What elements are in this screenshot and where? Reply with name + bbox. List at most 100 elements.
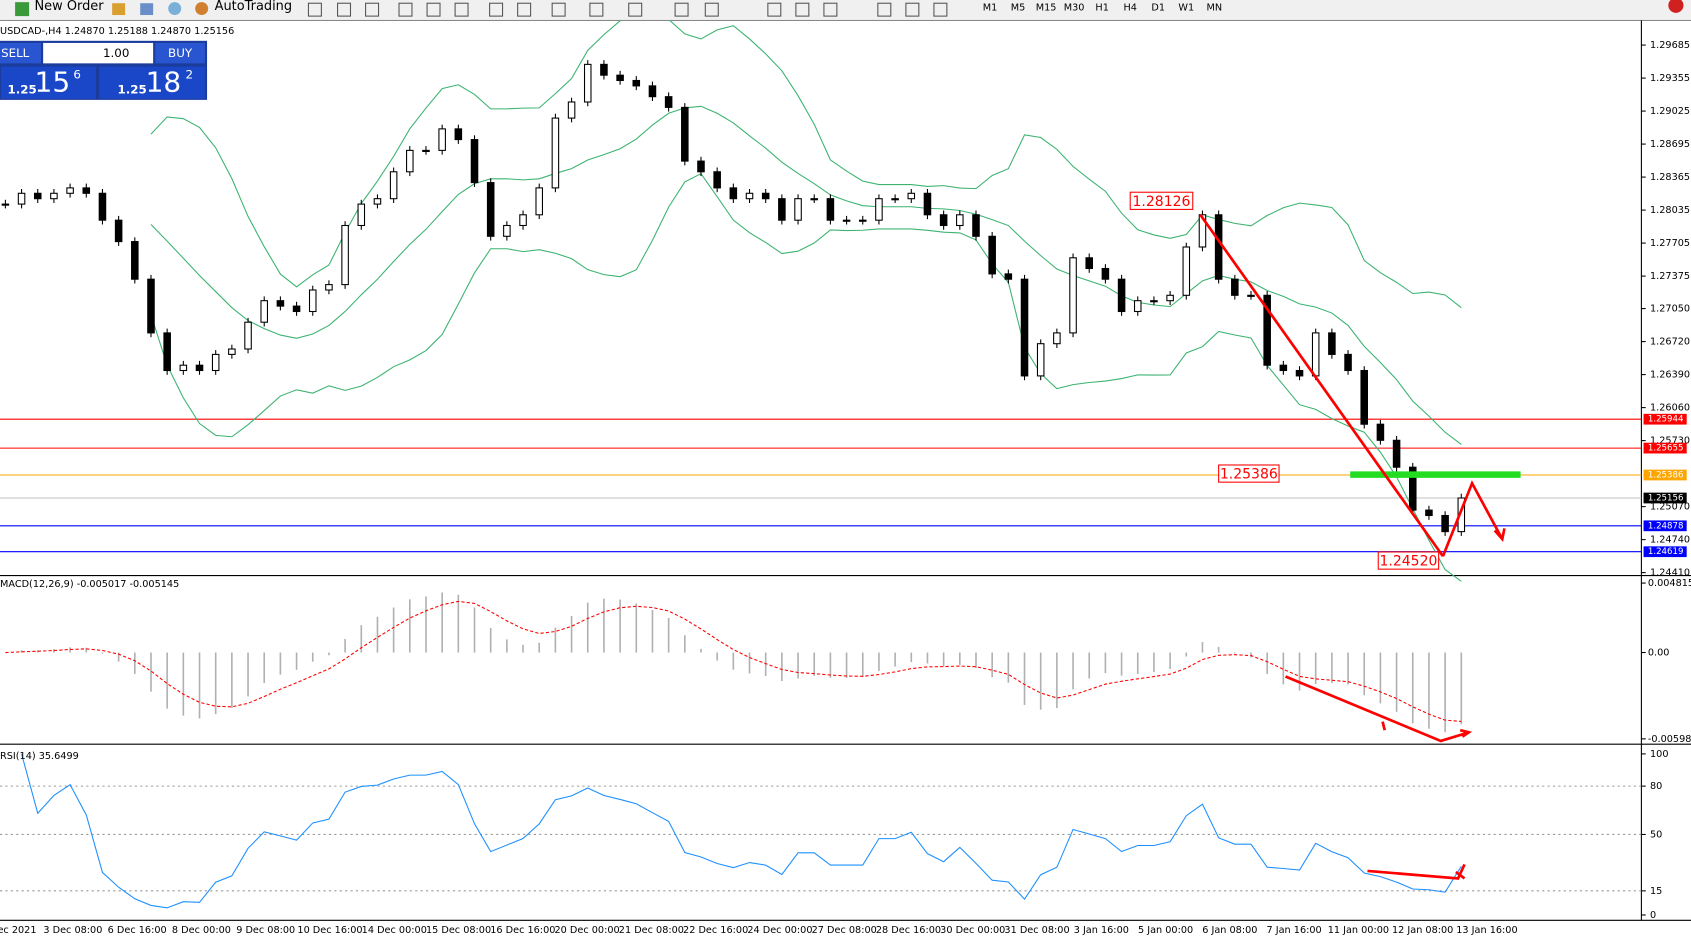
sell-price-box[interactable] — [1, 66, 96, 99]
new-order[interactable]: New Order — [35, 0, 105, 14]
timeframe[interactable]: M30 — [1064, 3, 1085, 14]
toolbar-icon[interactable] — [140, 3, 154, 16]
time-label: 30 Dec 00:00 — [940, 925, 1005, 936]
candle — [567, 101, 576, 119]
candle — [98, 192, 107, 221]
macd-label: MACD(12,26,9) -0.005017 -0.005145 — [0, 579, 179, 590]
time-label: 8 Dec 00:00 — [172, 925, 231, 936]
annotation: 1.28126 — [1133, 194, 1191, 210]
toolbar-button[interactable] — [933, 2, 948, 17]
candle — [616, 74, 624, 82]
time-label: 7 Jan 16:00 — [1267, 925, 1322, 936]
auto-trading[interactable]: AutoTrading — [215, 0, 292, 14]
lots[interactable]: 1.00 — [103, 46, 129, 60]
auto-trading-icon[interactable] — [195, 2, 209, 16]
toolbar-button[interactable] — [398, 2, 413, 17]
candle — [179, 364, 188, 372]
buy-price-box[interactable] — [99, 66, 205, 99]
candle — [163, 332, 171, 372]
plot-area — [0, 20, 1642, 909]
macd-tick-label: 0.004815 — [1648, 578, 1691, 589]
toolbar-button[interactable] — [426, 2, 441, 17]
candle — [422, 149, 430, 152]
time-label: 21 Dec 08:00 — [619, 925, 684, 936]
candle — [1328, 332, 1336, 355]
annotation-box — [1129, 191, 1194, 210]
toolbar-button[interactable] — [517, 2, 532, 17]
buy-label[interactable]: BUY — [168, 46, 193, 60]
annotations: 1.28126 1.25386 1.24520 — [1129, 191, 1521, 880]
toolbar-button[interactable] — [337, 2, 352, 17]
time-label: 13 Jan 16:00 — [1456, 925, 1517, 936]
toolbar-button[interactable] — [674, 2, 689, 17]
candle — [1279, 364, 1288, 372]
price-level-label: 1.25156 — [1648, 494, 1684, 504]
candle — [745, 192, 754, 200]
timeframe[interactable]: M1 — [983, 3, 998, 14]
candle — [276, 300, 285, 307]
lots-input[interactable] — [43, 42, 154, 64]
candle — [858, 219, 867, 222]
toolbar-button[interactable] — [877, 2, 892, 17]
price-tick-label: 1.26390 — [1650, 370, 1690, 381]
price-level-label: 1.24619 — [1648, 547, 1684, 557]
candle — [1020, 278, 1029, 377]
candle — [50, 192, 58, 200]
buy-button[interactable] — [155, 42, 205, 64]
sell-label[interactable]: SELL — [1, 46, 30, 60]
toolbar-button[interactable] — [365, 2, 380, 17]
candle — [292, 305, 301, 313]
toolbar-button[interactable] — [823, 2, 838, 17]
candle — [648, 85, 657, 98]
toolbar-icon[interactable] — [168, 2, 182, 16]
candle — [211, 353, 220, 372]
candle — [519, 214, 527, 227]
timeframe[interactable]: M15 — [1036, 3, 1057, 14]
toolbar-button[interactable] — [905, 2, 920, 17]
annotation: 1.24520 — [1379, 554, 1437, 570]
toolbar-button[interactable] — [489, 2, 504, 17]
toolbar-button[interactable] — [551, 2, 566, 17]
toolbar-button[interactable] — [704, 2, 719, 17]
buy-price-big: 1.25 — [118, 83, 147, 97]
candle — [1295, 369, 1304, 377]
sell-button[interactable] — [0, 42, 41, 64]
toolbar-button[interactable] — [795, 2, 810, 17]
notification-badge[interactable] — [1668, 0, 1684, 13]
toolbar-icon[interactable] — [112, 3, 126, 16]
timeframe[interactable]: W1 — [1178, 3, 1194, 14]
timeframe[interactable]: H1 — [1095, 3, 1108, 14]
toolbar-button[interactable] — [307, 2, 322, 17]
candle — [729, 187, 738, 200]
timeframe[interactable]: H4 — [1123, 3, 1136, 14]
candle — [761, 192, 770, 200]
time-label: 6 Dec 16:00 — [108, 925, 167, 936]
toolbar-button[interactable] — [628, 2, 643, 17]
toolbar-button[interactable] — [767, 2, 782, 17]
candle — [972, 214, 980, 237]
candle — [1182, 246, 1191, 296]
candle — [131, 241, 139, 280]
candle — [308, 289, 317, 313]
timeframe[interactable]: MN — [1207, 3, 1223, 14]
toolbar-button[interactable] — [589, 2, 604, 17]
candle — [810, 198, 818, 201]
timeframe[interactable]: M5 — [1011, 3, 1026, 14]
price-tick-label: 1.25070 — [1650, 502, 1690, 513]
candle — [1053, 332, 1061, 345]
price-tick-label: 1.27375 — [1650, 271, 1690, 282]
toolbar-end — [1641, 0, 1691, 20]
new-order-icon[interactable] — [15, 2, 30, 17]
price-level-label: 1.25944 — [1648, 415, 1684, 425]
price-tick-label: 1.28035 — [1650, 205, 1690, 216]
candle — [1150, 300, 1158, 303]
toolbar-button[interactable] — [454, 2, 469, 17]
candle — [697, 160, 705, 173]
candle — [907, 192, 916, 200]
timeframe[interactable]: D1 — [1151, 3, 1165, 14]
candle — [1004, 273, 1013, 280]
time-label: 10 Dec 16:00 — [297, 925, 362, 936]
toolbar-icons — [307, 2, 948, 17]
candle — [486, 182, 495, 237]
